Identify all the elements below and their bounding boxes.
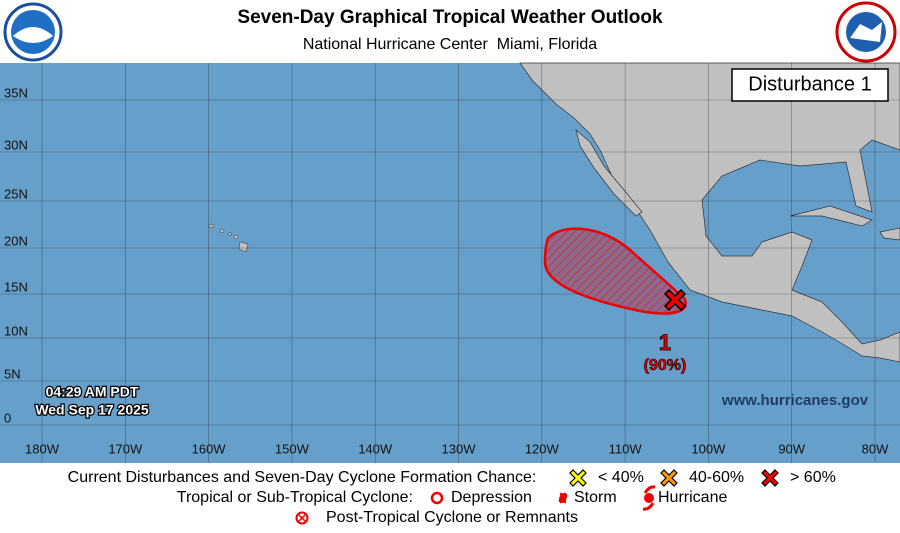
longitude-label: 180W <box>25 441 60 456</box>
longitude-label: 120W <box>525 441 560 456</box>
nws-logo <box>835 1 897 63</box>
timestamp-time: 04:29 AM PDT <box>46 384 139 400</box>
legend-chance-low: < 40% <box>598 469 644 486</box>
subtitle: National Hurricane Center Miami, Florida <box>303 36 597 53</box>
longitude-label: 150W <box>275 441 310 456</box>
icon-storm <box>558 492 568 504</box>
icon-hurricane <box>642 485 656 511</box>
latitude-label: 15N <box>4 279 28 294</box>
disturbance-number: 1 <box>659 330 671 355</box>
panel-label: Disturbance 1 <box>748 73 871 95</box>
legend-hurricane: Hurricane <box>658 489 727 506</box>
website: www.hurricanes.gov <box>721 392 869 409</box>
icon-low-chance <box>569 469 587 487</box>
legend: Current Disturbances and Seven-Day Cyclo… <box>68 469 836 526</box>
legend-disturbances-title: Current Disturbances and Seven-Day Cyclo… <box>68 469 537 486</box>
latitude-label: 0 <box>4 410 11 425</box>
longitude-label: 140W <box>358 441 393 456</box>
longitude-label: 110W <box>609 441 643 456</box>
timestamp-date: Wed Sep 17 2025 <box>35 402 149 418</box>
legend-storm: Storm <box>574 489 617 506</box>
legend-post-tropical: Post-Tropical Cyclone or Remnants <box>326 509 578 526</box>
icon-high-chance <box>761 469 779 487</box>
land-cuba <box>789 205 873 227</box>
legend-chance-high: > 60% <box>790 469 836 486</box>
latitude-label: 20N <box>4 233 28 248</box>
icon-post-tropical <box>295 511 309 525</box>
latitude-label: 35N <box>4 85 28 100</box>
longitude-label: 160W <box>192 441 227 456</box>
icon-medium-chance <box>660 469 678 487</box>
longitude-label: 90W <box>778 441 805 456</box>
panel-label-box <box>731 68 889 102</box>
land-hispaniola <box>879 227 900 241</box>
longitude-label: 170W <box>108 441 143 456</box>
latitude-label: 30N <box>4 137 28 152</box>
disturbance-marker <box>663 288 687 312</box>
legend-chance-medium: 40-60% <box>689 469 744 486</box>
latitude-label: 5N <box>4 366 21 381</box>
longitude-label: 80W <box>862 441 889 456</box>
legend-cyclone-title: Tropical or Sub-Tropical Cyclone: <box>177 489 413 506</box>
icon-depression <box>430 491 444 505</box>
land-hawaii <box>208 223 249 253</box>
noaa-logo <box>3 2 63 62</box>
latitude-label: 10N <box>4 323 28 338</box>
longitude-label: 100W <box>691 441 726 456</box>
legend-depression: Depression <box>451 489 532 506</box>
longitude-label: 130W <box>442 441 477 456</box>
disturbance-area <box>543 227 687 315</box>
title: Seven-Day Graphical Tropical Weather Out… <box>237 7 663 28</box>
latitude-label: 25N <box>4 186 28 201</box>
land-baja <box>575 129 643 217</box>
disturbance-chance: (90%) <box>644 357 687 374</box>
